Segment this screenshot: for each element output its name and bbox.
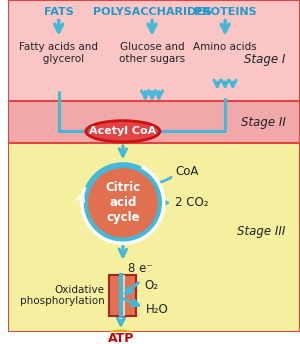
Text: ATP: ATP — [108, 332, 134, 344]
Text: Citric
acid
cycle: Citric acid cycle — [105, 181, 140, 224]
Ellipse shape — [86, 121, 160, 142]
Bar — [8, 101, 300, 143]
Circle shape — [82, 162, 164, 243]
Circle shape — [88, 168, 158, 237]
Text: Stage III: Stage III — [237, 225, 285, 238]
Text: 8 e⁻: 8 e⁻ — [128, 262, 152, 275]
Text: Oxidative
phosphorylation: Oxidative phosphorylation — [20, 284, 104, 306]
Text: FATS: FATS — [44, 7, 74, 17]
Text: 2 CO₂: 2 CO₂ — [176, 196, 209, 209]
Text: PROTEINS: PROTEINS — [194, 7, 256, 17]
Bar — [109, 275, 136, 316]
Text: POLYSACCHARIDES: POLYSACCHARIDES — [93, 7, 212, 17]
Text: CoA: CoA — [176, 165, 199, 178]
Text: Stage I: Stage I — [244, 53, 285, 66]
Text: Acetyl CoA: Acetyl CoA — [89, 126, 157, 136]
Bar — [8, 143, 300, 332]
Text: H₂O: H₂O — [146, 303, 169, 316]
Ellipse shape — [102, 331, 140, 344]
Text: O₂: O₂ — [144, 279, 158, 292]
Text: Glucose and
other sugars: Glucose and other sugars — [119, 42, 185, 64]
Bar — [121, 275, 125, 316]
Text: Fatty acids and
   glycerol: Fatty acids and glycerol — [19, 42, 98, 64]
Bar — [8, 0, 300, 101]
Text: Amino acids: Amino acids — [193, 42, 257, 53]
Text: Stage II: Stage II — [241, 116, 285, 129]
